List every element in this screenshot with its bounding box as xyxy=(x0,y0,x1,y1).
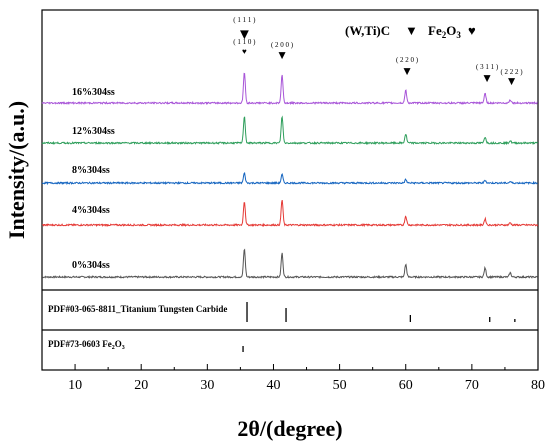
peak-hkl-5: ( 2 2 2 ) xyxy=(500,68,523,76)
peak-hkl-2: ( 2 0 0 ) xyxy=(271,41,294,49)
series-line-4 xyxy=(41,72,538,106)
peak-marker-2: ▼ xyxy=(276,48,288,62)
legend: (W,Ti)C ▼ Fe2O3 ♥ xyxy=(345,23,476,40)
reference-label-1: PDF#73-0603 Fe2O3 xyxy=(48,339,125,351)
x-tick-label-50: 50 xyxy=(333,378,347,393)
x-axis-title: 2θ/(degree) xyxy=(237,416,342,441)
peak-marker-4: ▼ xyxy=(481,71,493,85)
x-tick-label-60: 60 xyxy=(399,378,413,393)
y-axis-title: Intensity/(a.u.) xyxy=(4,101,29,239)
legend-carbide-label: (W,Ti)C xyxy=(345,23,390,38)
legend-oxide-marker: ♥ xyxy=(468,23,476,38)
peak-marker-0: ▼ xyxy=(237,27,252,43)
x-tick-label-10: 10 xyxy=(68,378,82,393)
x-tick-label-20: 20 xyxy=(134,378,148,393)
series-label-0: 0%304ss xyxy=(72,260,110,271)
series-line-3 xyxy=(41,115,539,146)
series-line-2 xyxy=(41,171,538,186)
x-tick-label-70: 70 xyxy=(465,378,479,393)
peak-hkl-4: ( 3 1 1 ) xyxy=(476,63,499,71)
peak-marker-3: ▼ xyxy=(401,64,413,78)
series-line-1 xyxy=(41,199,539,228)
peak-hkl-1: ( 1 1 0 ) xyxy=(233,38,256,46)
series-line-0 xyxy=(41,248,539,280)
x-tick-label-40: 40 xyxy=(266,378,280,393)
series-layer: 0%304ss 4%304ss 8%304ss 12%304ss 16%304ss xyxy=(41,72,539,280)
peak-marker-1: ♥ xyxy=(242,47,247,56)
x-axis: 10 20 30 40 50 60 70 80 xyxy=(41,364,545,393)
peak-hkl-3: ( 2 2 0 ) xyxy=(396,56,419,64)
legend-carbide-marker: ▼ xyxy=(405,23,418,38)
x-tick-label-80: 80 xyxy=(531,378,545,393)
reference-label-0: PDF#03-065-8811_Titanium Tungsten Carbid… xyxy=(48,304,227,314)
plot-frame xyxy=(41,9,539,371)
series-label-3: 12%304ss xyxy=(72,126,115,137)
reference-layer: PDF#03-065-8811_Titanium Tungsten Carbid… xyxy=(48,302,516,352)
peak-hkl-0: ( 1 1 1 ) xyxy=(233,16,256,24)
peak-annotations: ( 1 1 1 )▼( 1 1 0 )♥( 2 0 0 )▼( 2 2 0 )▼… xyxy=(233,16,523,88)
series-label-2: 8%304ss xyxy=(72,165,110,176)
series-label-4: 16%304ss xyxy=(72,87,115,98)
series-label-1: 4%304ss xyxy=(72,205,110,216)
peak-marker-5: ▼ xyxy=(506,74,518,88)
legend-oxide-label: Fe2O3 xyxy=(428,23,461,40)
x-tick-label-30: 30 xyxy=(200,378,214,393)
